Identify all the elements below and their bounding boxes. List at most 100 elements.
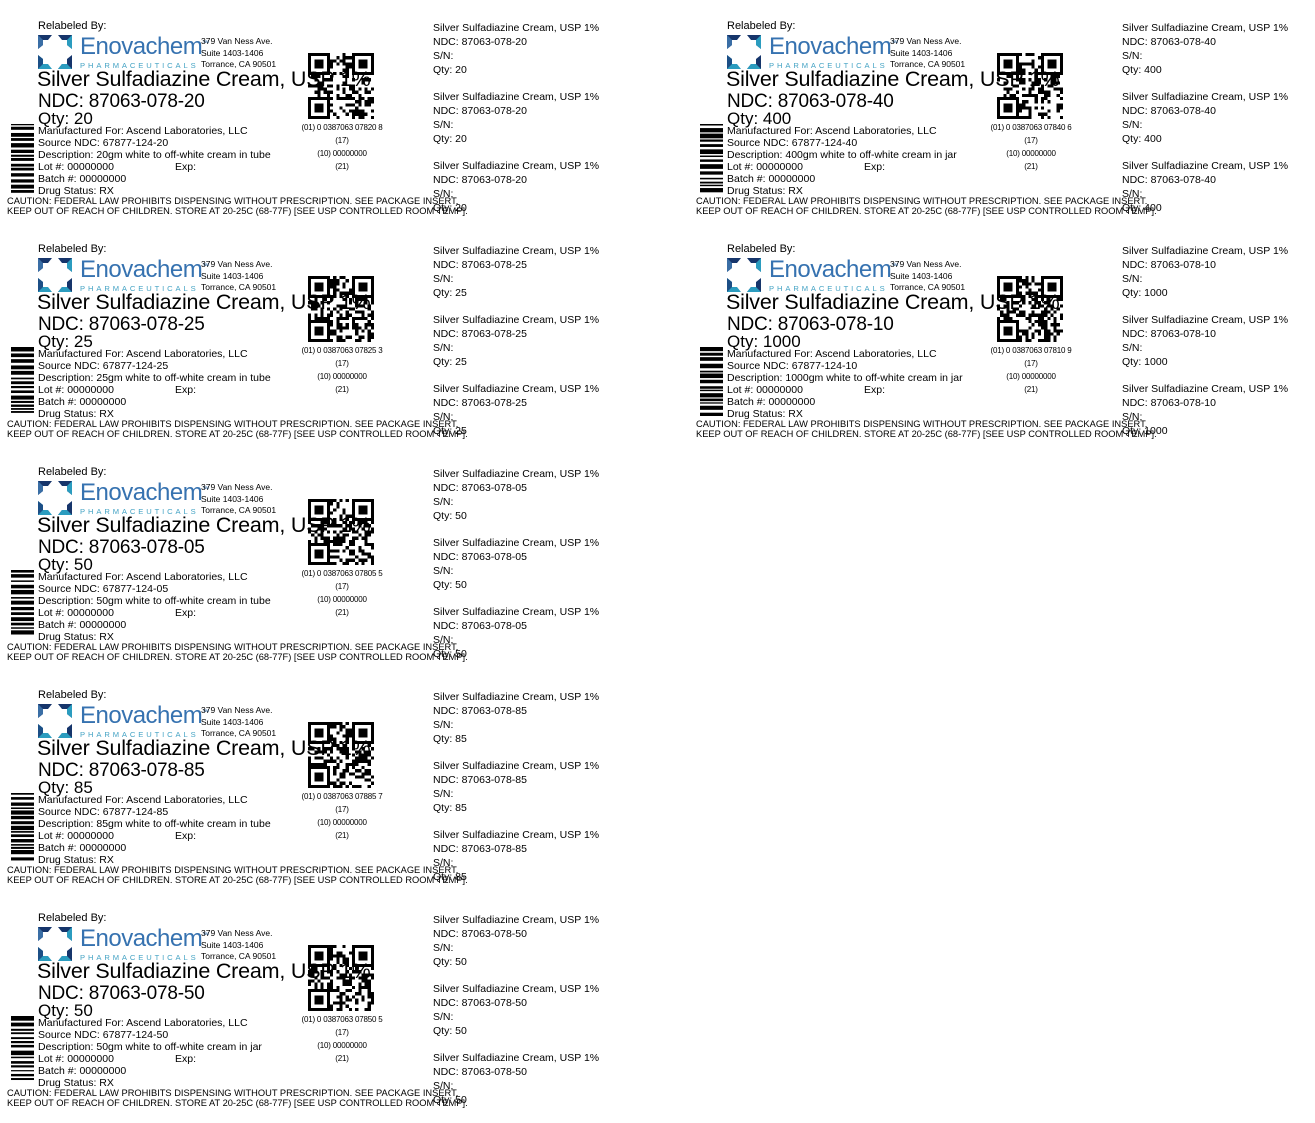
panel-block: Silver Sulfadiazine Cream, USP 1% NDC: 8… [433,90,618,146]
caution-line-1: CAUTION: FEDERAL LAW PROHIBITS DISPENSIN… [696,419,1148,429]
panel-serial: S/N: [433,719,454,731]
panel-qty: Qty: 85 [433,802,467,814]
panel-ndc: NDC: 87063-078-85 [433,843,527,855]
label-info-block: Manufactured For: Ascend Laboratories, L… [38,348,271,421]
gs1-barcode-text: (01) 0 0387063 07825 3 (17) (10) 0000000… [277,344,407,396]
panel-serial: S/N: [433,942,454,954]
address-line: Suite 1403-1406 [890,47,953,58]
side-panel: Silver Sulfadiazine Cream, USP 1% NDC: 8… [433,690,618,897]
panel-block: Silver Sulfadiazine Cream, USP 1% NDC: 8… [433,982,618,1038]
company-address: 379 Van Ness Ave. Suite 1403-1406 Torran… [201,928,276,963]
panel-product: Silver Sulfadiazine Cream, USP 1% [1122,383,1289,395]
caution-line-1: CAUTION: FEDERAL LAW PROHIBITS DISPENSIN… [696,196,1148,206]
panel-serial: S/N: [1122,50,1143,62]
panel-ndc: NDC: 87063-078-05 [433,551,527,563]
panel-block: Silver Sulfadiazine Cream, USP 1% NDC: 8… [433,244,618,300]
gs1-expiry-ai: (17) [335,1028,349,1037]
brand-subtitle: PHARMACEUTICALS [769,61,888,70]
panel-serial: S/N: [433,273,454,285]
drug-status: Drug Status: RX [727,185,803,198]
qr-code [308,499,374,565]
lot-number: Lot #: 00000000 [38,384,114,397]
enovachem-logo-icon [38,481,72,515]
caution-line-1: CAUTION: FEDERAL LAW PROHIBITS DISPENSIN… [7,865,459,875]
ndc-number: NDC: 87063-078-25 [38,314,205,335]
brand-block: Enovachem™ PHARMACEUTICALS [769,254,899,294]
drug-status: Drug Status: RX [38,408,114,421]
brand-subtitle: PHARMACEUTICALS [80,507,199,516]
gs1-lot-ai: (10) 00000000 [317,1041,367,1050]
lot-number: Lot #: 00000000 [38,1053,114,1066]
source-ndc: Source NDC: 67877-124-85 [38,806,169,819]
panel-ndc: NDC: 87063-078-50 [433,928,527,940]
caution-line-2: KEEP OUT OF REACH OF CHILDREN. STORE AT … [7,429,468,440]
brand-wordmark: Enovachem™ [80,256,210,283]
source-ndc: Source NDC: 67877-124-05 [38,583,169,596]
lot-exp-row: Lot #: 00000000 Exp: [727,384,963,396]
panel-block: Silver Sulfadiazine Cream, USP 1% NDC: 8… [433,759,618,815]
panel-qty: Qty: 20 [433,202,467,214]
panel-serial: S/N: [433,1011,454,1023]
address-line: Torrance, CA 90501 [201,505,277,515]
panel-product: Silver Sulfadiazine Cream, USP 1% [433,691,600,703]
panel-block: Silver Sulfadiazine Cream, USP 1% NDC: 8… [433,21,618,77]
source-ndc: Source NDC: 67877-124-40 [727,137,858,150]
panel-ndc: NDC: 87063-078-50 [433,1066,527,1078]
panel-product: Silver Sulfadiazine Cream, USP 1% [1122,314,1289,326]
panel-serial: S/N: [433,411,454,423]
trademark-symbol: ™ [891,263,899,270]
panel-qty: Qty: 85 [433,871,467,883]
manufactured-for: Manufactured For: Ascend Laboratories, L… [38,348,248,360]
ladder-barcode [11,124,34,193]
caution-line-2: KEEP OUT OF REACH OF CHILDREN. STORE AT … [696,429,1157,440]
gs1-gtin: (01) 0 0387063 07840 6 [990,123,1072,132]
relabeled-by-text: Relabeled By: [38,912,107,924]
quantity: Qty: 1000 [727,332,801,351]
panel-qty: Qty: 1000 [1122,287,1168,299]
ndc-number: NDC: 87063-078-40 [727,91,894,112]
label-info-block: Manufactured For: Ascend Laboratories, L… [38,125,271,198]
drug-label: Relabeled By: Enovachem™ PHARMACEUTICALS… [0,14,468,226]
panel-serial: S/N: [433,50,454,62]
exp-label: Exp: [864,384,886,397]
trademark-symbol: ™ [202,932,210,939]
trademark-symbol: ™ [202,40,210,47]
panel-product: Silver Sulfadiazine Cream, USP 1% [433,829,600,841]
company-address: 379 Van Ness Ave. Suite 1403-1406 Torran… [201,36,276,71]
lot-number: Lot #: 00000000 [38,161,114,174]
panel-serial: S/N: [433,788,454,800]
brand-wordmark: Enovachem™ [769,33,899,60]
gs1-lot-ai: (10) 00000000 [317,372,367,381]
panel-ndc: NDC: 87063-078-20 [433,36,527,48]
label-unit: Relabeled By: Enovachem™ PHARMACEUTICALS… [689,237,1309,449]
panel-ndc: NDC: 87063-078-20 [433,105,527,117]
company-address: 379 Van Ness Ave. Suite 1403-1406 Torran… [201,482,276,517]
exp-label: Exp: [175,161,197,174]
ladder-barcode [700,347,723,416]
ladder-barcode [11,570,34,635]
gs1-serial-ai: (21) [335,385,349,394]
panel-ndc: NDC: 87063-078-85 [433,774,527,786]
panel-block: Silver Sulfadiazine Cream, USP 1% NDC: 8… [433,690,618,746]
drug-label: Relabeled By: Enovachem™ PHARMACEUTICALS… [0,683,468,895]
panel-product: Silver Sulfadiazine Cream, USP 1% [433,983,600,995]
address-line: 379 Van Ness Ave. [201,36,273,46]
panel-serial: S/N: [1122,119,1143,131]
panel-product: Silver Sulfadiazine Cream, USP 1% [433,1052,600,1064]
drug-label: Relabeled By: Enovachem™ PHARMACEUTICALS… [689,237,1157,449]
panel-product: Silver Sulfadiazine Cream, USP 1% [433,160,600,172]
quantity: Qty: 400 [727,109,792,128]
panel-block: Silver Sulfadiazine Cream, USP 1% NDC: 8… [433,828,618,884]
relabeled-by-text: Relabeled By: [38,243,107,255]
gs1-barcode-text: (01) 0 0387063 07805 5 (17) (10) 0000000… [277,567,407,619]
brand-wordmark: Enovachem™ [769,256,899,283]
side-panel: Silver Sulfadiazine Cream, USP 1% NDC: 8… [433,913,618,1120]
lot-exp-row: Lot #: 00000000 Exp: [38,607,271,619]
gs1-barcode-text: (01) 0 0387063 07810 9 (17) (10) 0000000… [966,344,1096,396]
label-unit: Relabeled By: Enovachem™ PHARMACEUTICALS… [689,14,1309,226]
ndc-number: NDC: 87063-078-10 [727,314,894,335]
caution-text: CAUTION: FEDERAL LAW PROHIBITS DISPENSIN… [7,865,468,886]
panel-product: Silver Sulfadiazine Cream, USP 1% [1122,22,1289,34]
gs1-serial-ai: (21) [1024,385,1038,394]
